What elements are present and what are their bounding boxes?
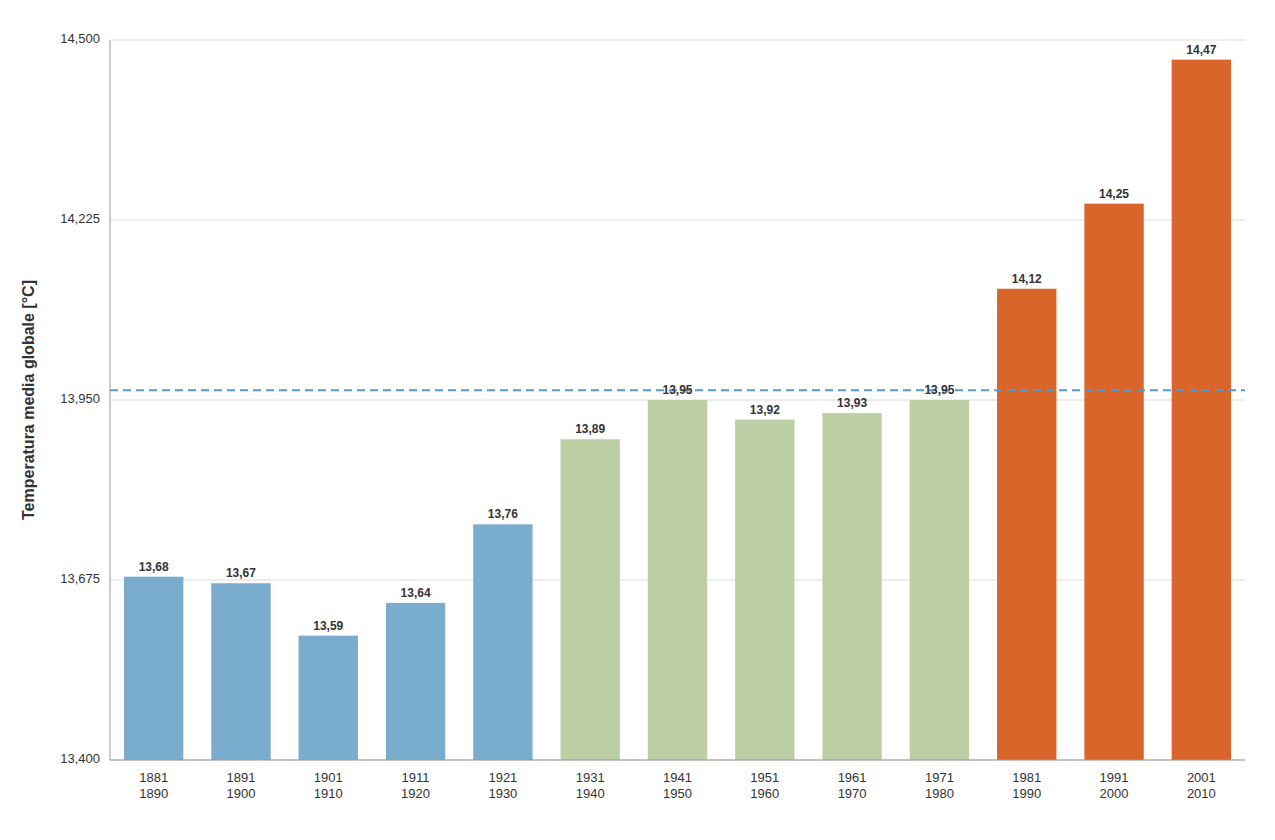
y-tick-label: 13,950	[60, 391, 100, 406]
bar	[386, 603, 445, 760]
bar	[822, 413, 881, 760]
data-label: 13,95	[924, 383, 954, 397]
y-grid	[110, 40, 1245, 760]
bar	[1084, 204, 1143, 760]
data-label: 13,89	[575, 422, 605, 436]
x-axis-ticks: 18811890 18911900 19011910 19111920 19211930…	[139, 770, 1216, 801]
y-axis-line	[110, 40, 111, 760]
chart-container: 13,400 13,675 13,950 14,225 14,500 13,68 13,67…	[0, 0, 1275, 840]
y-axis-ticks: 13,400 13,675 13,950 14,225 14,500	[60, 31, 100, 766]
data-label: 13,68	[139, 560, 169, 574]
bars	[124, 60, 1231, 760]
bar	[735, 420, 794, 760]
bar	[561, 439, 620, 760]
chart: 13,400 13,675 13,950 14,225 14,500 13,68 13,67…	[0, 0, 1275, 840]
x-tick-label: 19311940	[576, 770, 605, 801]
data-label: 13,67	[226, 566, 256, 580]
data-labels: 13,68 13,67 13,59 13,64 13,76 13,89 13,95 13,92…	[139, 43, 1217, 633]
x-tick-label: 19711980	[925, 770, 954, 801]
data-label: 14,25	[1099, 187, 1129, 201]
x-tick-label: 19611970	[838, 770, 867, 801]
grid-line	[110, 760, 1245, 761]
x-tick-label: 19011910	[314, 770, 343, 801]
x-axis-line	[110, 760, 1245, 761]
data-label: 13,59	[313, 619, 343, 633]
bar	[910, 400, 969, 760]
bar	[473, 524, 532, 760]
y-tick-label: 13,675	[60, 571, 100, 586]
x-tick-label: 19111920	[401, 770, 430, 801]
x-tick-label: 18811890	[139, 770, 168, 801]
x-tick-label: 18911900	[227, 770, 256, 801]
x-tick-label: 19912000	[1100, 770, 1129, 801]
x-tick-label: 19411950	[663, 770, 692, 801]
data-label: 14,12	[1012, 272, 1042, 286]
data-label: 14,47	[1186, 43, 1216, 57]
x-tick-label: 19511960	[750, 770, 779, 801]
bar	[997, 289, 1056, 760]
data-label: 13,95	[662, 383, 692, 397]
data-label: 13,92	[750, 403, 780, 417]
data-label: 13,64	[401, 586, 431, 600]
y-tick-label: 14,500	[60, 31, 100, 46]
grid-line	[110, 40, 1245, 41]
bar	[1172, 60, 1231, 760]
bar	[211, 583, 270, 760]
grid-line	[110, 220, 1245, 221]
y-tick-label: 13,400	[60, 751, 100, 766]
y-axis-label: Temperatura media globale [°C]	[20, 280, 37, 520]
x-tick-label: 20012010	[1187, 770, 1216, 801]
data-label: 13,76	[488, 507, 518, 521]
bar	[124, 577, 183, 760]
y-tick-label: 14,225	[60, 211, 100, 226]
bar	[299, 636, 358, 760]
data-label: 13,93	[837, 396, 867, 410]
x-tick-label: 19811990	[1012, 770, 1041, 801]
bar	[648, 400, 707, 760]
x-tick-label: 19211930	[488, 770, 517, 801]
